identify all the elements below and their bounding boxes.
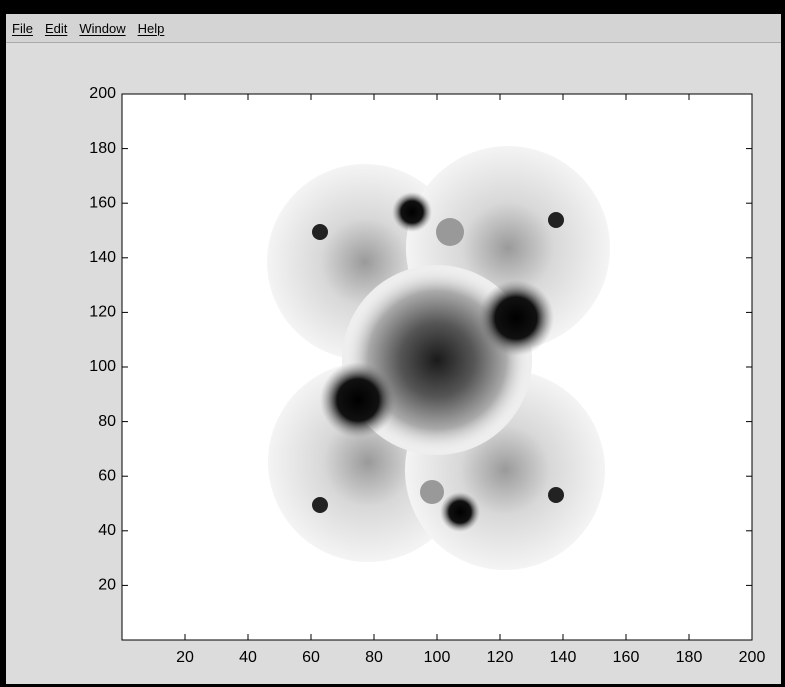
- y-tick-label: 80: [98, 413, 116, 430]
- menu-item[interactable]: File: [12, 21, 33, 36]
- y-tick-label: 120: [89, 304, 116, 321]
- y-tick-label: 160: [89, 194, 116, 211]
- x-tick-label: 100: [424, 649, 451, 666]
- menu-item[interactable]: Help: [137, 21, 165, 36]
- x-tick-label: 160: [613, 649, 640, 666]
- y-tick-label: 200: [89, 85, 116, 102]
- y-tick-label: 20: [98, 577, 116, 594]
- y-tick-label: 60: [98, 467, 116, 484]
- x-tick-label: 80: [365, 649, 383, 666]
- x-tick-label: 120: [487, 649, 514, 666]
- y-tick-label: 100: [89, 358, 116, 375]
- x-tick-label: 40: [239, 649, 257, 666]
- y-tick-label: 140: [89, 249, 116, 266]
- x-tick-label: 200: [739, 649, 766, 666]
- y-tick-label: 40: [98, 522, 116, 539]
- menu-item[interactable]: Window: [79, 21, 126, 36]
- menu-bar: File Edit Window Help: [6, 14, 781, 43]
- y-tick-label: 180: [89, 140, 116, 157]
- x-tick-label: 140: [550, 649, 577, 666]
- x-tick-label: 180: [676, 649, 703, 666]
- x-tick-label: 20: [176, 649, 194, 666]
- fractal-image: [267, 146, 610, 570]
- x-tick-label: 60: [302, 649, 320, 666]
- menu-item[interactable]: Edit: [44, 21, 68, 36]
